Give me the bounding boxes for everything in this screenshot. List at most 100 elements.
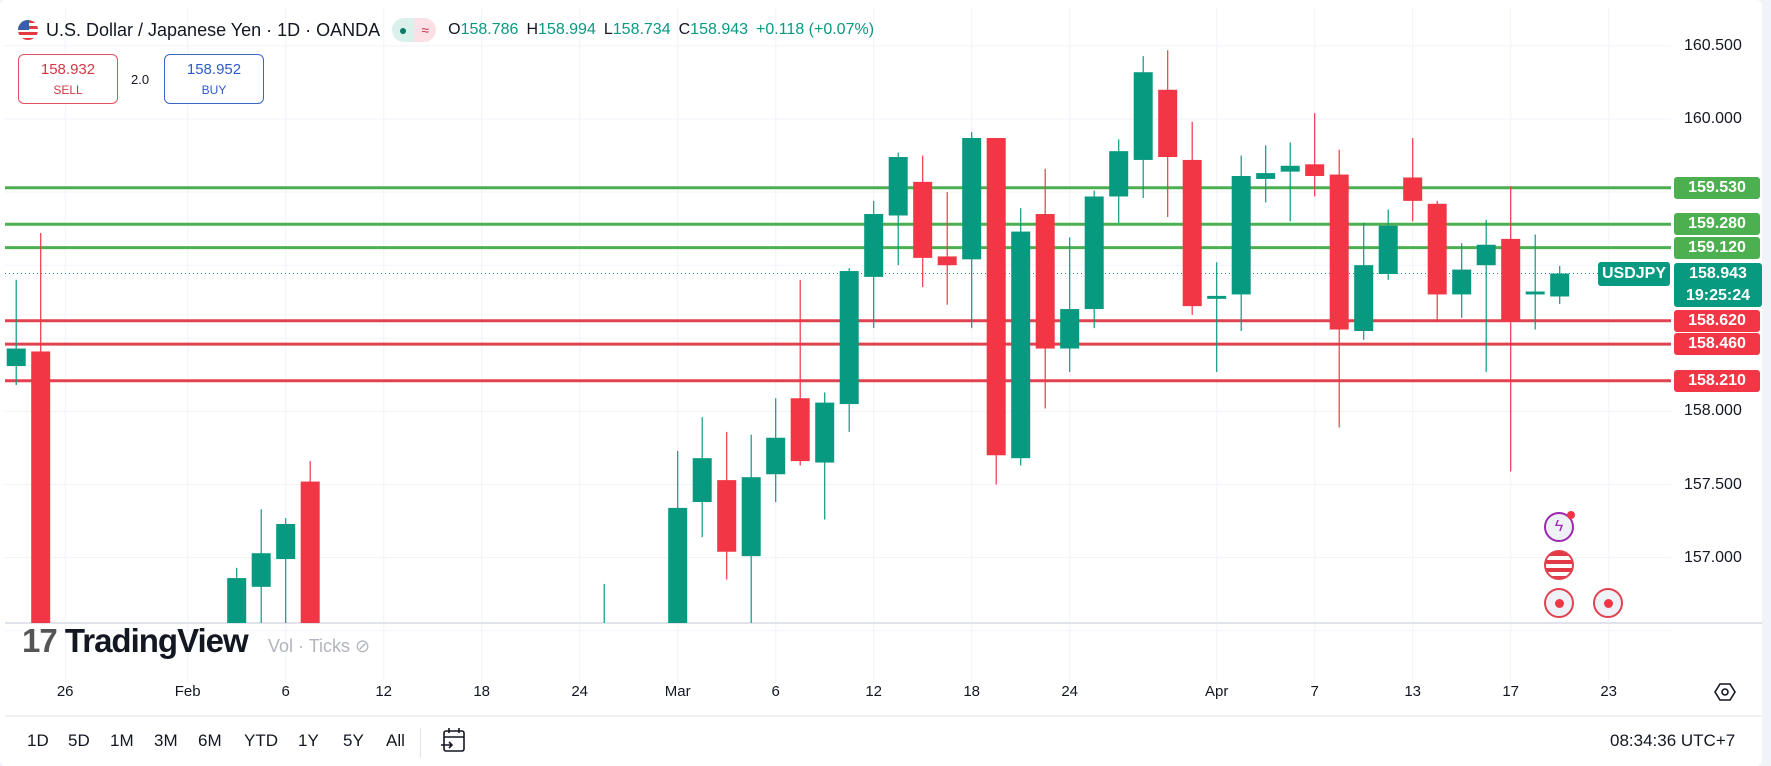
candle[interactable]: [1280, 142, 1300, 222]
candle[interactable]: [692, 417, 712, 538]
candle[interactable]: [227, 567, 247, 675]
y-tick-label: 160.000: [1684, 110, 1742, 127]
price-line-label[interactable]: 158.210: [1674, 369, 1760, 392]
dividend-event-icon[interactable]: [1593, 588, 1623, 618]
candle[interactable]: [913, 155, 933, 288]
candle[interactable]: [1427, 200, 1447, 323]
range-button-1d[interactable]: 1D: [27, 731, 49, 750]
price-line-label[interactable]: 159.280: [1674, 213, 1760, 236]
candle[interactable]: [1084, 190, 1104, 329]
candle[interactable]: [276, 518, 296, 645]
clock-timezone[interactable]: 08:34:36 UTC+7: [1610, 731, 1736, 750]
candle[interactable]: [595, 583, 614, 704]
candle[interactable]: [1011, 208, 1031, 466]
x-tick-label: 12: [375, 683, 393, 700]
price-line-label[interactable]: 158.620: [1674, 309, 1760, 332]
price-line-label[interactable]: 159.530: [1674, 176, 1760, 199]
candle-body: [1427, 203, 1447, 295]
candle[interactable]: [1231, 155, 1251, 331]
candle[interactable]: [937, 192, 957, 305]
close-value: 158.943: [690, 21, 749, 38]
high-value: 158.994: [538, 21, 596, 38]
symbol-title[interactable]: U.S. Dollar / Japanese Yen · 1D · OANDA: [46, 19, 381, 40]
candle[interactable]: [1378, 209, 1398, 280]
buy-price: 158.952: [186, 61, 242, 78]
candle[interactable]: [717, 431, 737, 580]
candle[interactable]: [31, 233, 51, 762]
candle-body: [1182, 159, 1202, 307]
candle[interactable]: [864, 200, 884, 329]
candle[interactable]: [1525, 234, 1545, 330]
candle-body: [1354, 265, 1374, 331]
candle[interactable]: [1060, 237, 1080, 372]
candle[interactable]: [1305, 113, 1325, 197]
price-line-label[interactable]: 159.120: [1674, 236, 1760, 259]
low-value: 158.734: [612, 21, 671, 38]
buy-button[interactable]: 158.952 BUY: [164, 54, 264, 104]
chart-settings-icon[interactable]: [1714, 682, 1736, 701]
candle-body: [1280, 165, 1300, 172]
candle-body: [1550, 273, 1570, 297]
candle[interactable]: [6, 279, 26, 386]
range-button-1y[interactable]: 1Y: [298, 731, 319, 750]
candle-body: [227, 578, 247, 623]
candle[interactable]: [839, 268, 859, 432]
candle-body: [595, 660, 614, 675]
range-button-1m[interactable]: 1M: [110, 731, 134, 750]
economic-event-icon[interactable]: ϟ: [1544, 511, 1575, 542]
candle[interactable]: [1035, 168, 1055, 409]
candle[interactable]: [668, 450, 688, 660]
candle[interactable]: [300, 461, 320, 674]
candle-body: [1256, 173, 1276, 179]
candle[interactable]: [1550, 266, 1570, 305]
x-tick-label: 18: [473, 683, 491, 700]
candle[interactable]: [1354, 222, 1374, 340]
candle[interactable]: [1403, 138, 1423, 222]
range-button-3m[interactable]: 3M: [154, 731, 178, 750]
range-button-ytd[interactable]: YTD: [244, 731, 278, 750]
range-button-5d[interactable]: 5D: [68, 731, 90, 750]
x-tick-label: Apr: [1205, 683, 1229, 700]
us-flag-event-icon[interactable]: [1544, 550, 1574, 580]
range-button-all[interactable]: All: [386, 731, 405, 750]
x-tick-label: 6: [771, 683, 780, 700]
candle[interactable]: [1476, 219, 1496, 372]
candle-body: [790, 398, 810, 462]
candle[interactable]: [1501, 186, 1521, 472]
open-value: 158.786: [460, 21, 519, 38]
range-button-6m[interactable]: 6M: [198, 731, 222, 750]
x-tick-label: 26: [56, 683, 74, 700]
dividend-event-icon[interactable]: [1544, 588, 1574, 618]
status-pill[interactable]: ● ≈: [392, 18, 437, 42]
candle[interactable]: [815, 392, 835, 520]
x-tick-label: 23: [1600, 683, 1618, 700]
candle[interactable]: [790, 279, 810, 466]
candle[interactable]: [1109, 139, 1129, 223]
candle[interactable]: [1133, 56, 1153, 198]
candle[interactable]: [1158, 50, 1178, 217]
x-tick-label: 12: [865, 683, 883, 700]
candle[interactable]: [251, 509, 271, 645]
candle[interactable]: [962, 132, 982, 329]
candle[interactable]: [741, 434, 761, 631]
last-price-label: 158.943 19:25:24: [1674, 262, 1762, 307]
candle[interactable]: [1182, 121, 1202, 315]
candle[interactable]: [1452, 243, 1472, 318]
candle-body: [6, 348, 26, 367]
candle[interactable]: [1329, 149, 1349, 428]
candle[interactable]: [1256, 145, 1276, 203]
candle[interactable]: [888, 152, 908, 266]
close-label: C: [678, 21, 691, 38]
candle-body: [1476, 244, 1496, 266]
candle[interactable]: [766, 398, 786, 503]
candle[interactable]: [986, 138, 1006, 485]
eye-off-icon[interactable]: ⊘: [355, 636, 371, 656]
sell-button[interactable]: 158.932 SELL: [18, 54, 118, 104]
price-line-label[interactable]: 158.460: [1674, 333, 1760, 356]
candle[interactable]: [1207, 262, 1227, 372]
range-button-5y[interactable]: 5Y: [343, 731, 364, 750]
candle-body: [1305, 164, 1325, 177]
go-to-date-icon[interactable]: [440, 726, 468, 761]
volume-legend[interactable]: Vol · Ticks ⊘: [268, 636, 370, 657]
